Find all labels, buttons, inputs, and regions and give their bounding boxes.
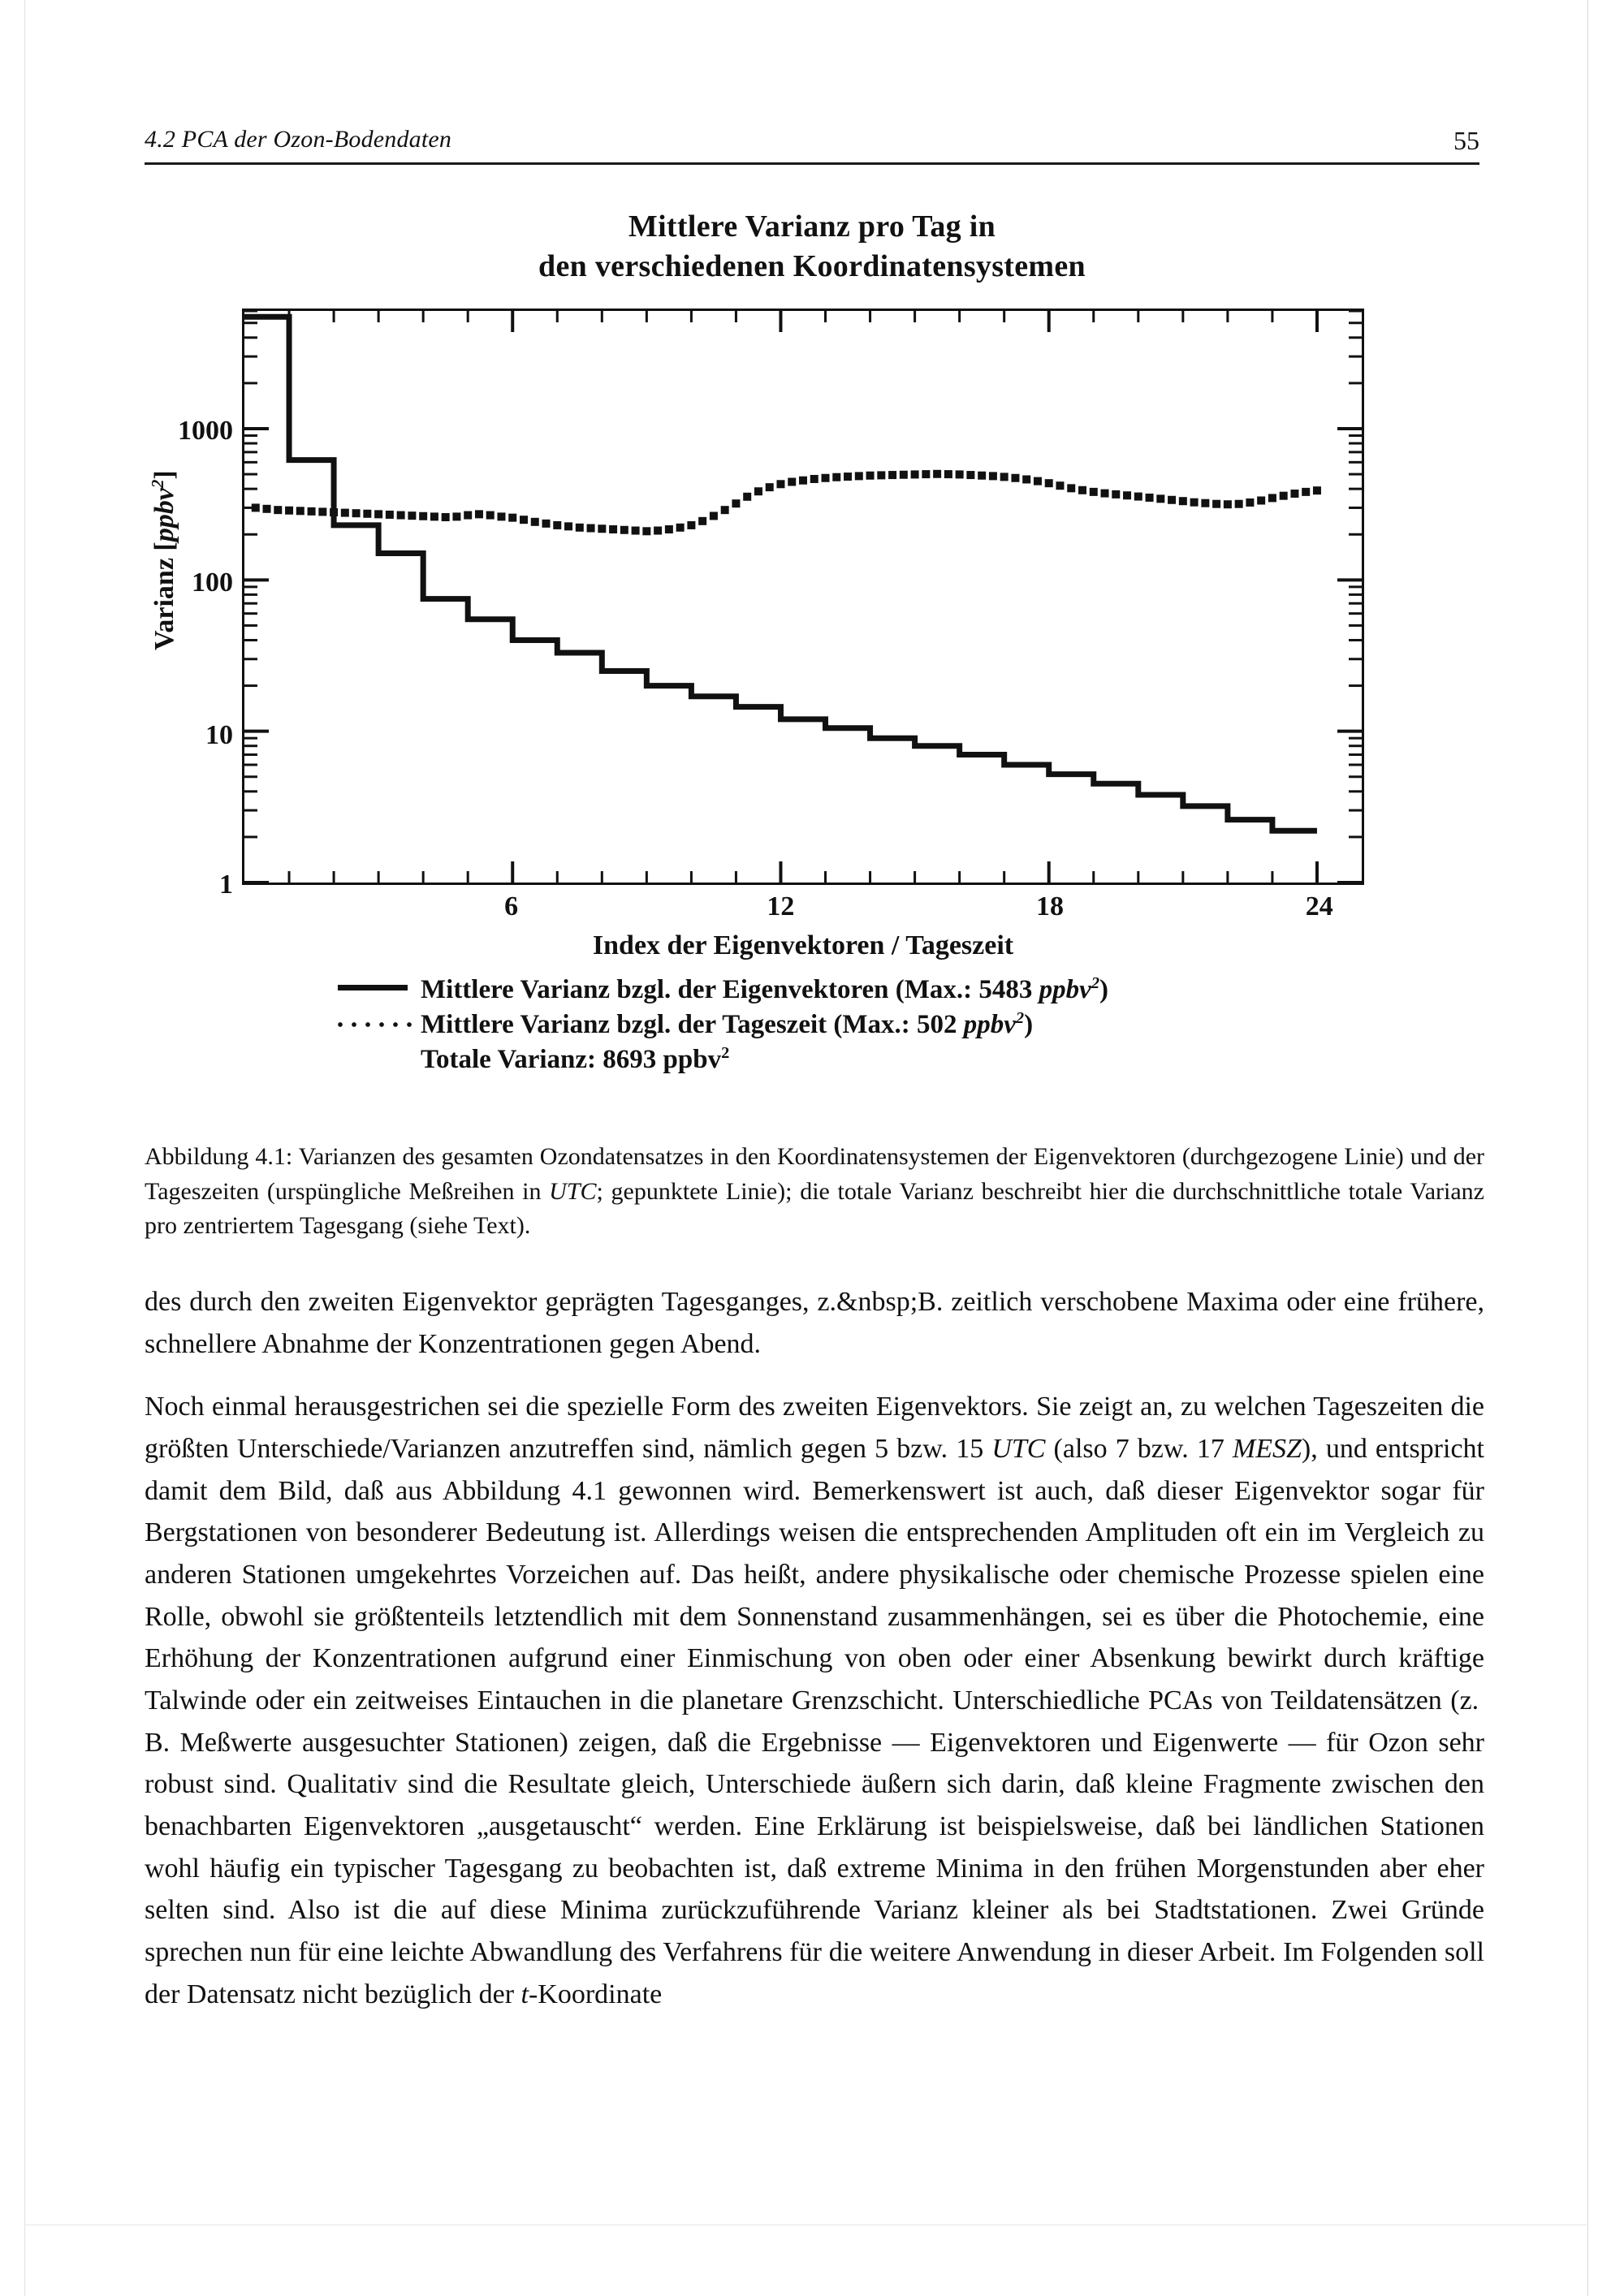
- paragraph-1-text: des durch den zweiten Eigenvektor gepräg…: [145, 1287, 1484, 1359]
- figure-title-line1: Mittlere Varianz pro Tag in: [628, 209, 996, 244]
- figure-legend: Mittlere Varianz bzgl. der Eigenvektoren…: [333, 973, 1470, 1077]
- plot-area: Varianz [ppbv2] 1000 100 10 1 6 12 18 24…: [145, 300, 1479, 1074]
- y-tick-label-100: 100: [192, 568, 233, 598]
- plot-frame: [242, 309, 1364, 886]
- legend-eigen-close: ): [1099, 975, 1109, 1005]
- caption-part-2: ; gepunktete Linie); die totale Varianz …: [145, 1177, 1484, 1240]
- legend-solid-line-key: [333, 973, 421, 998]
- figure-caption: Abbildung 4.1: Varianzen des gesamten Oz…: [145, 1140, 1484, 1244]
- paragraph-2: Noch einmal herausgestrichen sei die spe…: [145, 1386, 1484, 2015]
- x-tick-label-18: 18: [1036, 891, 1065, 922]
- y-axis-tick-labels: 1000 100 10 1: [145, 309, 234, 900]
- legend-row-tageszeit: Mittlere Varianz bzgl. der Tageszeit (Ma…: [333, 1008, 1470, 1042]
- figure-block: Mittlere Varianz pro Tag in den verschie…: [145, 207, 1479, 1074]
- axis-ticks: [244, 311, 1362, 883]
- y-tick-label-10: 10: [205, 719, 233, 750]
- legend-total-text: Totale Varianz: 8693: [421, 1045, 663, 1075]
- legend-tages-exp: 2: [1015, 1009, 1025, 1028]
- scan-edge-left: [24, 0, 25, 2296]
- figure-title-line2: den verschiedenen Koordinatensystemen: [538, 248, 1086, 283]
- scan-edge-right: [1587, 0, 1588, 2296]
- y-tick-label-1000: 1000: [178, 415, 233, 446]
- paragraph-2-mesz: MESZ: [1232, 1434, 1302, 1465]
- paragraph-2-text-d: -Koordinate: [528, 1979, 663, 2009]
- legend-label-eigenvektoren: Mittlere Varianz bzgl. der Eigenvektoren…: [421, 973, 1108, 1008]
- paragraph-1: des durch den zweiten Eigenvektor gepräg…: [145, 1281, 1484, 1365]
- legend-tages-close: ): [1024, 1010, 1034, 1040]
- paragraph-2-text-b: (also 7 bzw. 17: [1045, 1434, 1233, 1465]
- x-tick-label-6: 6: [504, 891, 519, 922]
- caption-part-1: Abbildung 4.1: Varianzen des gesamten Oz…: [145, 1143, 1484, 1205]
- series-eigenvektoren-step: [244, 314, 1317, 834]
- figure-title: Mittlere Varianz pro Tag in den verschie…: [145, 207, 1479, 286]
- paragraph-2-text-c: ), und entspricht damit dem Bild, daß au…: [145, 1434, 1484, 2009]
- x-axis-title: Index der Eigenvektoren / Tageszeit: [592, 930, 1014, 961]
- y-tick-label-1: 1: [219, 870, 233, 900]
- body-text: des durch den zweiten Eigenvektor gepräg…: [145, 1281, 1484, 2015]
- paragraph-2-text-a: Noch einmal herausgestrichen sei die spe…: [145, 1392, 1484, 1465]
- legend-total-variance: Totale Varianz: 8693 ppbv2: [421, 1042, 1470, 1077]
- legend-label-tageszeit: Mittlere Varianz bzgl. der Tageszeit (Ma…: [421, 1008, 1033, 1042]
- running-head-rule: [145, 162, 1479, 165]
- plot-canvas: [244, 311, 1362, 883]
- legend-tages-text: Mittlere Varianz bzgl. der Tageszeit (Ma…: [421, 1010, 964, 1040]
- legend-eigen-text: Mittlere Varianz bzgl. der Eigenvektoren…: [421, 975, 1039, 1005]
- legend-total-exp: 2: [721, 1044, 730, 1063]
- running-head-title: 4.2 PCA der Ozon-Bodendaten: [145, 126, 452, 153]
- paragraph-2-utc: UTC: [991, 1434, 1046, 1465]
- legend-dotted-line-key: [333, 1008, 421, 1033]
- legend-eigen-exp: 2: [1091, 974, 1100, 993]
- x-axis-tick-labels: 6 12 18 24: [242, 891, 1364, 929]
- legend-total-unit: ppbv: [663, 1045, 722, 1075]
- legend-row-eigenvektoren: Mittlere Varianz bzgl. der Eigenvektoren…: [333, 973, 1470, 1008]
- series-tageszeit-dots: [251, 470, 1321, 536]
- page-number: 55: [1453, 126, 1479, 155]
- running-head: 4.2 PCA der Ozon-Bodendaten 55: [145, 126, 1479, 170]
- legend-tages-unit: ppbv: [963, 1010, 1016, 1040]
- x-tick-label-24: 24: [1305, 891, 1333, 922]
- paragraph-2-t-symbol: t: [520, 1979, 529, 2009]
- x-tick-label-12: 12: [767, 891, 795, 922]
- legend-eigen-unit: ppbv: [1039, 975, 1091, 1005]
- caption-utc: UTC: [549, 1177, 597, 1205]
